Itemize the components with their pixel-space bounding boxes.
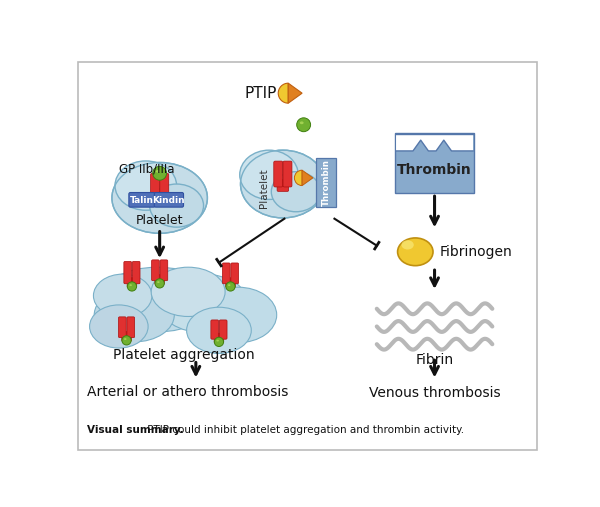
Ellipse shape [94,288,174,342]
Ellipse shape [157,281,160,283]
FancyBboxPatch shape [154,193,184,207]
Ellipse shape [159,274,248,333]
FancyBboxPatch shape [274,161,283,187]
Text: Thrombin: Thrombin [397,163,472,177]
Circle shape [153,166,167,180]
Text: Talin: Talin [130,196,154,205]
Ellipse shape [149,184,203,227]
Text: PTIP could inhibit platelet aggregation and thrombin activity.: PTIP could inhibit platelet aggregation … [144,425,464,436]
Ellipse shape [94,274,152,317]
FancyBboxPatch shape [223,263,230,284]
Text: Fibrinogen: Fibrinogen [440,245,512,259]
FancyBboxPatch shape [154,192,166,204]
Ellipse shape [124,338,127,340]
Ellipse shape [156,170,160,173]
Wedge shape [295,170,302,186]
Text: GP IIb/IIIa: GP IIb/IIIa [119,162,175,175]
FancyBboxPatch shape [211,320,218,339]
Ellipse shape [187,307,251,353]
FancyBboxPatch shape [231,263,239,284]
Circle shape [297,118,311,132]
Ellipse shape [200,287,277,343]
Text: Platelet: Platelet [259,168,269,208]
Wedge shape [278,83,288,103]
Text: Arterial or athero thrombosis: Arterial or athero thrombosis [88,385,289,399]
Ellipse shape [300,121,304,124]
FancyBboxPatch shape [152,260,159,281]
Ellipse shape [271,172,320,212]
FancyBboxPatch shape [160,260,168,281]
FancyBboxPatch shape [124,262,131,284]
FancyBboxPatch shape [316,158,335,207]
Ellipse shape [240,150,298,199]
Circle shape [127,282,137,291]
FancyBboxPatch shape [395,133,474,193]
Circle shape [226,282,235,291]
Ellipse shape [217,340,219,342]
FancyBboxPatch shape [226,278,235,287]
Circle shape [122,336,131,345]
FancyBboxPatch shape [151,173,160,199]
Text: Platelet aggregation: Platelet aggregation [113,348,255,362]
FancyBboxPatch shape [133,262,140,284]
FancyBboxPatch shape [127,278,137,287]
Ellipse shape [89,305,148,348]
FancyBboxPatch shape [127,317,134,338]
FancyBboxPatch shape [283,161,292,187]
FancyBboxPatch shape [122,332,131,341]
Text: Kindin: Kindin [152,196,185,205]
Ellipse shape [112,162,208,233]
Circle shape [155,279,164,288]
Text: Fibrin: Fibrin [415,352,454,367]
Ellipse shape [100,267,215,332]
Polygon shape [302,170,313,186]
FancyBboxPatch shape [214,333,224,343]
Ellipse shape [398,238,433,266]
FancyBboxPatch shape [155,275,164,284]
Ellipse shape [115,161,176,210]
Circle shape [214,337,224,346]
Ellipse shape [151,267,225,316]
FancyBboxPatch shape [277,180,289,191]
FancyBboxPatch shape [118,317,126,338]
Text: Visual summary.: Visual summary. [87,425,184,436]
Ellipse shape [228,284,230,286]
Text: Platelet: Platelet [136,214,184,227]
Polygon shape [396,134,473,151]
Text: Venous thrombosis: Venous thrombosis [369,386,500,401]
Text: Thrombin: Thrombin [322,159,331,206]
FancyBboxPatch shape [160,173,169,199]
Ellipse shape [130,284,132,286]
Ellipse shape [401,240,414,249]
FancyBboxPatch shape [129,193,155,207]
FancyBboxPatch shape [220,320,227,339]
Ellipse shape [241,150,325,218]
Text: PTIP: PTIP [244,86,277,101]
Polygon shape [288,83,302,103]
